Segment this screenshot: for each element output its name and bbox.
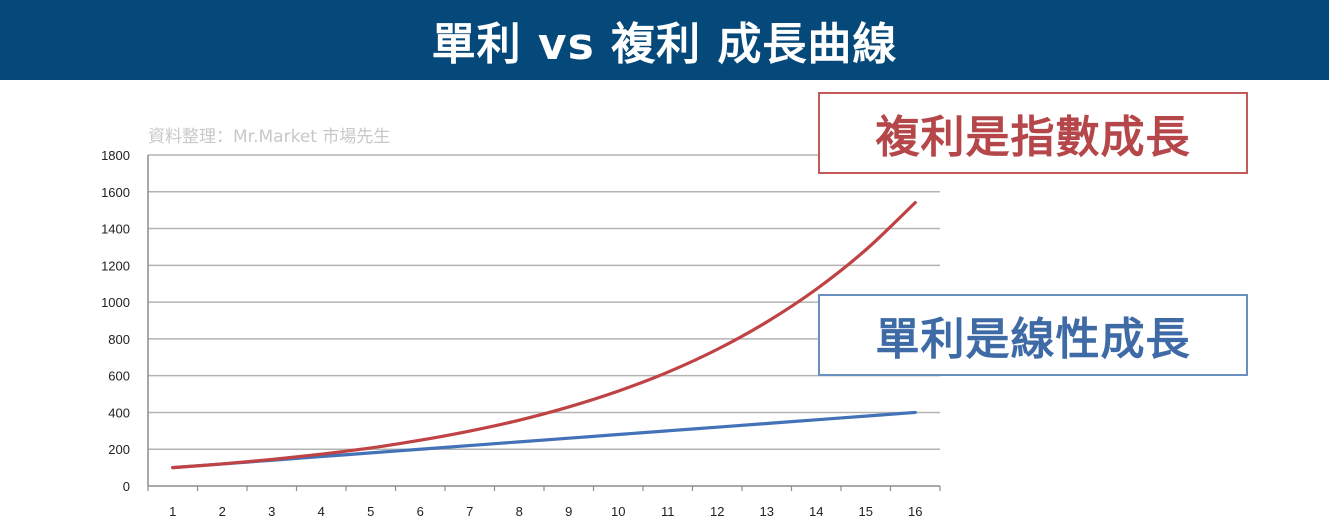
series-line-compound (171, 201, 917, 470)
y-tick-label: 1200 (101, 258, 130, 273)
x-tick-label: 12 (710, 504, 724, 519)
x-tick-label: 9 (565, 504, 572, 519)
x-tick-label: 15 (859, 504, 873, 519)
line-chart: 資料整理：Mr.Market 市場先生 02004006008001000120… (101, 127, 941, 519)
x-tick-label: 7 (466, 504, 473, 519)
y-tick-label: 800 (108, 332, 130, 347)
x-tick-label: 6 (417, 504, 424, 519)
compound-growth-label: 複利是指數成長 (875, 112, 1191, 163)
x-tick-label: 1 (169, 504, 176, 519)
x-tick-label: 3 (268, 504, 275, 519)
x-tick-label: 16 (908, 504, 922, 519)
x-tick-label: 2 (219, 504, 226, 519)
x-tick-label: 4 (318, 504, 325, 519)
x-tick-label: 8 (516, 504, 523, 519)
chart-area: 資料整理：Mr.Market 市場先生 0 200 400 600 800 1000 120… (0, 80, 1329, 524)
compound-growth-callout: 複利是指數成長 (818, 92, 1248, 174)
simple-growth-label: 單利是線性成長 (875, 314, 1191, 365)
simple-growth-callout: 單利是線性成長 (818, 294, 1248, 376)
x-tick-label: 14 (809, 504, 823, 519)
y-tick-label: 200 (108, 442, 130, 457)
y-tick-label: 0 (123, 479, 130, 494)
y-tick-label: 1000 (101, 295, 130, 310)
x-tick-label: 11 (661, 504, 675, 519)
page-title: 單利 vs 複利 成長曲線 (431, 19, 898, 70)
x-tick-label: 10 (611, 504, 625, 519)
y-tick-labels: 0 200 400 600 800 1000 1200 1400 1600 1800 (101, 148, 130, 494)
x-tick-labels: 1 2 3 4 5 6 7 8 9 10 11 12 13 14 15 16 (169, 504, 922, 519)
axes (147, 155, 941, 491)
x-tick-label: 13 (760, 504, 774, 519)
y-tick-label: 600 (108, 369, 130, 384)
series-lines (171, 201, 917, 470)
y-tick-label: 1800 (101, 148, 130, 163)
x-tick-label: 5 (367, 504, 374, 519)
header-bar: 單利 vs 複利 成長曲線 (0, 0, 1329, 80)
source-note: 資料整理：Mr.Market 市場先生 (148, 127, 390, 147)
y-tick-label: 1600 (101, 185, 130, 200)
y-tick-label: 1400 (101, 222, 130, 237)
y-tick-label: 400 (108, 405, 130, 420)
